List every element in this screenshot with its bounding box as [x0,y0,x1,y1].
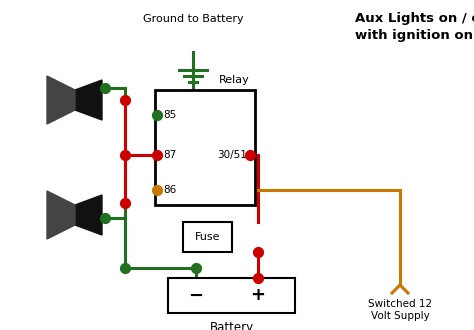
Point [254,275,262,280]
Text: Switched 12
Volt Supply: Switched 12 Volt Supply [368,299,432,321]
Bar [155,90,255,205]
Point [192,265,200,271]
Point [121,265,129,271]
Point [153,112,161,117]
Point [121,200,129,206]
Bar [183,222,232,252]
Point [153,187,161,193]
Text: Ground to Battery: Ground to Battery [143,14,243,24]
Text: 86: 86 [163,185,176,195]
Polygon shape [75,80,102,120]
Point [121,97,129,103]
Polygon shape [75,195,102,235]
Point [101,85,109,91]
Point [153,152,161,158]
Polygon shape [47,76,75,124]
Text: 85: 85 [163,110,176,120]
Point [101,215,109,221]
Point [254,249,262,255]
Text: 30/51: 30/51 [217,150,247,160]
Text: Fuse: Fuse [195,232,220,242]
Point [121,152,129,158]
Text: +: + [250,286,265,305]
Bar [168,278,295,313]
Text: −: − [189,286,203,305]
Polygon shape [47,191,75,239]
Text: Relay: Relay [219,75,250,85]
Text: Battery: Battery [210,321,254,330]
Point [246,152,254,158]
Text: Aux Lights on / off
with ignition on / off: Aux Lights on / off with ignition on / o… [355,12,474,42]
Text: 87: 87 [163,150,176,160]
